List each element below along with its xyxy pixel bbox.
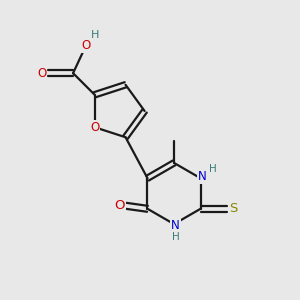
Text: O: O [37, 67, 46, 80]
Text: N: N [198, 170, 206, 183]
Text: H: H [172, 232, 179, 242]
Text: S: S [229, 202, 238, 215]
Text: O: O [81, 39, 91, 52]
Text: H: H [91, 30, 99, 40]
Text: O: O [90, 121, 99, 134]
Text: H: H [209, 164, 217, 174]
Text: O: O [114, 199, 124, 212]
Text: N: N [171, 219, 180, 232]
